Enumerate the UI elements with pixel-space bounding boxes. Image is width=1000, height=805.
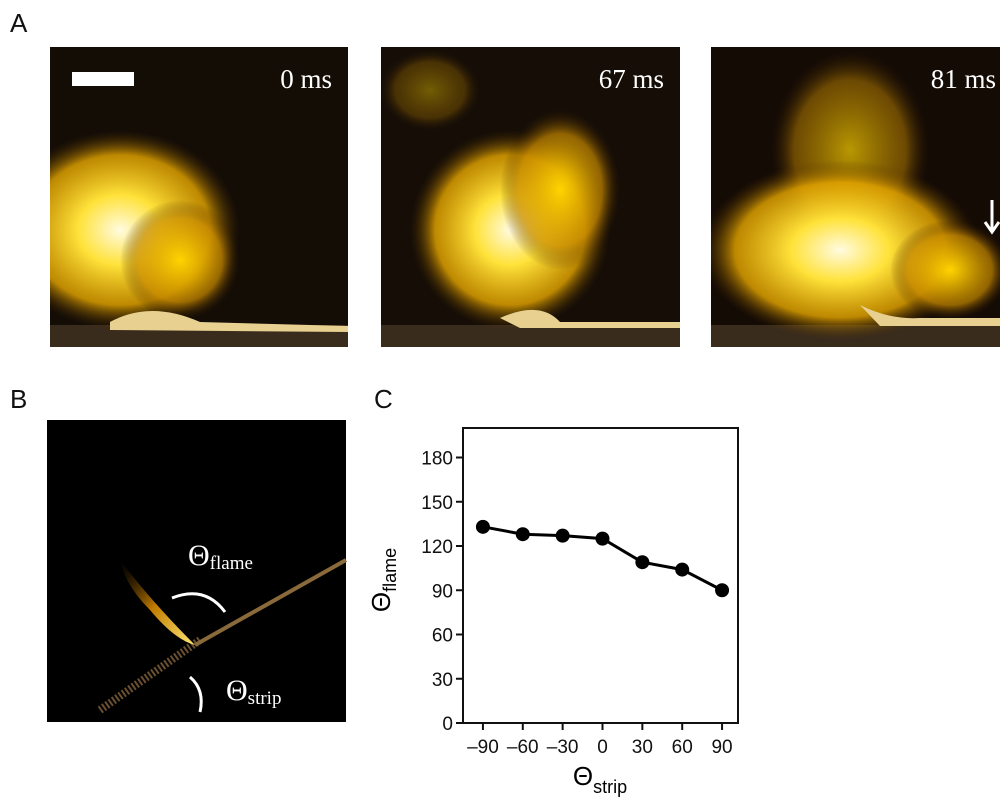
y-tick-label: 120 [421, 537, 453, 558]
x-axis-label: Θstrip [573, 761, 627, 797]
data-point [635, 555, 650, 570]
data-point [475, 519, 490, 534]
x-tick-label: 60 [672, 737, 693, 758]
time-label: 67 ms [599, 64, 664, 94]
data-point [555, 528, 570, 543]
time-label: 0 ms [280, 64, 332, 94]
diagram: Θflame Θstrip [47, 420, 347, 722]
y-tick-label: 30 [432, 670, 453, 691]
x-tick-label: 30 [632, 737, 653, 758]
y-tick-label: 150 [421, 493, 453, 514]
chart: Θflame Θstrip [366, 427, 739, 797]
data-point [515, 527, 530, 542]
time-label: 81 ms [931, 64, 996, 94]
photo [381, 47, 680, 347]
x-tick-label: –60 [507, 737, 539, 758]
y-tick-label: 90 [432, 581, 453, 602]
x-tick-label: 0 [597, 737, 608, 758]
photo [50, 47, 348, 347]
plot-frame [462, 427, 739, 724]
angle-label: Θstrip [226, 674, 281, 709]
angle-label: Θflame [188, 539, 253, 574]
panel-label: A [10, 8, 28, 38]
x-tick-label: –90 [467, 737, 499, 758]
y-tick-label: 0 [442, 714, 453, 735]
panel-label: B [10, 384, 27, 414]
data-point [675, 562, 690, 577]
y-axis-label: Θflame [366, 548, 400, 612]
data-point [715, 583, 730, 598]
data-point [595, 531, 610, 546]
y-tick-label: 180 [421, 449, 453, 470]
x-tick-label: 90 [711, 737, 732, 758]
x-tick-label: –30 [547, 737, 579, 758]
y-tick-label: 60 [432, 626, 453, 647]
panel-label: C [374, 384, 393, 414]
photo [711, 47, 1000, 347]
